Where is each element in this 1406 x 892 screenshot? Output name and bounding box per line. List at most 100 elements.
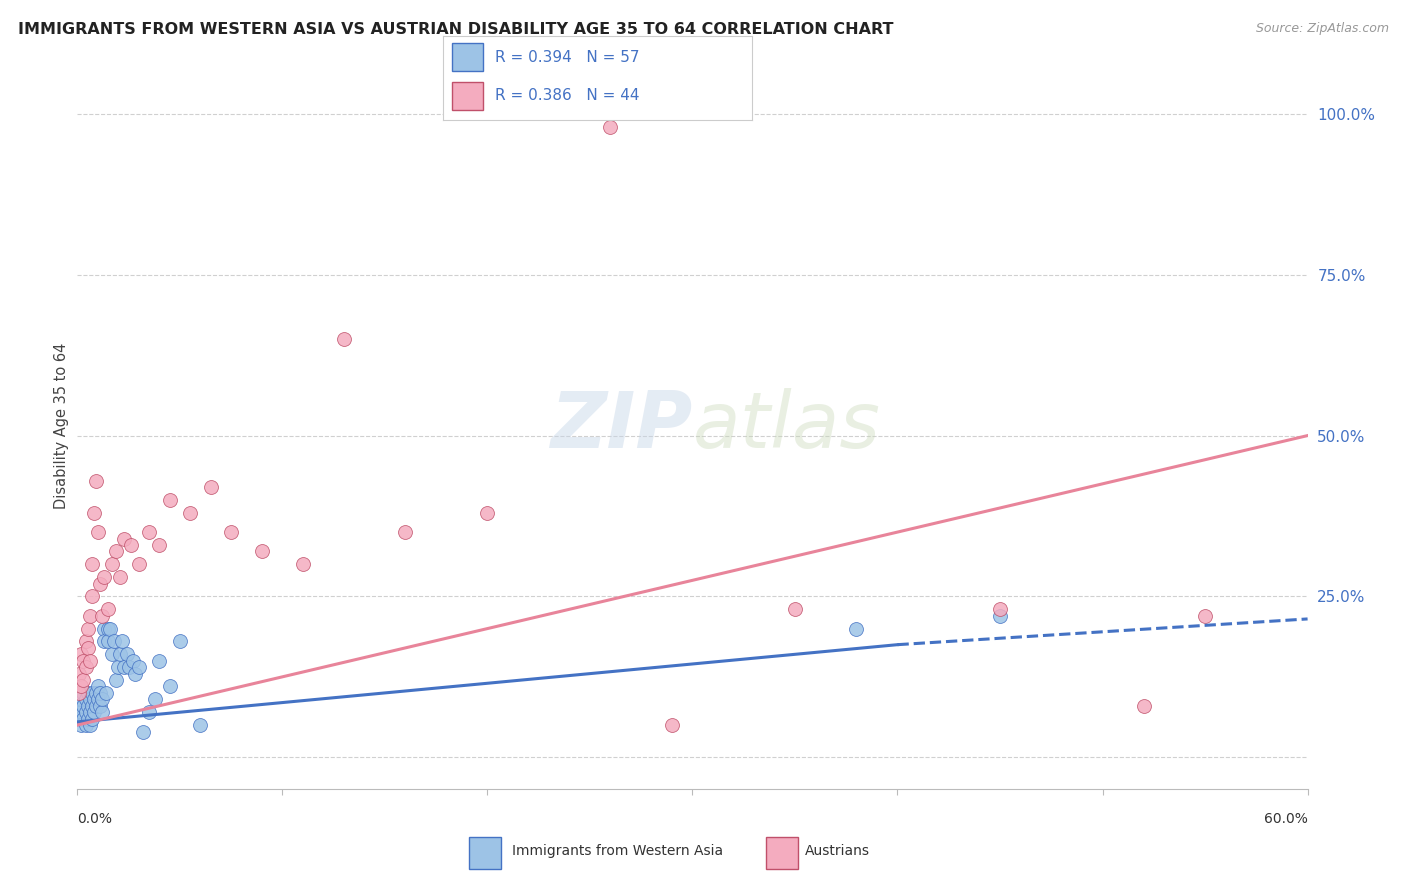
FancyBboxPatch shape — [766, 837, 799, 869]
Point — [94, 686, 117, 700]
Point — [105, 544, 128, 558]
Point — [79, 608, 101, 623]
Point — [90, 608, 114, 623]
Point — [80, 712, 103, 726]
Point — [93, 622, 115, 636]
Point — [477, 506, 499, 520]
Point — [72, 673, 94, 687]
Text: R = 0.394   N = 57: R = 0.394 N = 57 — [495, 50, 640, 65]
Point — [87, 680, 110, 694]
Point — [169, 634, 191, 648]
Point — [80, 590, 103, 604]
Point — [80, 558, 103, 572]
Point — [87, 525, 110, 540]
Point — [117, 660, 139, 674]
Point — [90, 692, 114, 706]
Point — [76, 640, 98, 655]
Point — [988, 608, 1011, 623]
Point — [394, 525, 416, 540]
Point — [83, 705, 105, 719]
Point — [115, 648, 138, 662]
Point — [67, 686, 90, 700]
Point — [143, 692, 166, 706]
Point — [97, 602, 120, 616]
Point — [101, 648, 124, 662]
Point — [75, 660, 97, 674]
Point — [75, 692, 97, 706]
Point — [70, 718, 93, 732]
Point — [179, 506, 201, 520]
Point — [90, 705, 114, 719]
Point — [70, 692, 93, 706]
Point — [138, 525, 160, 540]
Point — [132, 724, 155, 739]
Point — [159, 680, 181, 694]
Point — [1132, 698, 1154, 713]
Point — [67, 666, 90, 681]
Point — [114, 532, 136, 546]
Point — [75, 705, 97, 719]
Point — [79, 718, 101, 732]
Point — [67, 698, 90, 713]
Point — [80, 686, 103, 700]
Point — [107, 660, 129, 674]
Point — [76, 622, 98, 636]
Text: Immigrants from Western Asia: Immigrants from Western Asia — [512, 845, 723, 858]
Point — [84, 686, 107, 700]
Point — [83, 692, 105, 706]
Point — [98, 622, 121, 636]
Point — [76, 712, 98, 726]
Point — [110, 648, 132, 662]
Point — [219, 525, 242, 540]
Point — [159, 492, 181, 507]
Point — [89, 576, 111, 591]
Y-axis label: Disability Age 35 to 64: Disability Age 35 to 64 — [53, 343, 69, 509]
Text: R = 0.386   N = 44: R = 0.386 N = 44 — [495, 88, 640, 103]
Point — [79, 705, 101, 719]
Point — [72, 698, 94, 713]
Point — [97, 622, 120, 636]
Point — [87, 692, 110, 706]
Point — [75, 634, 97, 648]
Point — [1194, 608, 1216, 623]
Point — [105, 673, 128, 687]
Point — [124, 666, 146, 681]
Point — [67, 712, 90, 726]
Point — [80, 698, 103, 713]
Point — [70, 648, 93, 662]
Text: IMMIGRANTS FROM WESTERN ASIA VS AUSTRIAN DISABILITY AGE 35 TO 64 CORRELATION CHA: IMMIGRANTS FROM WESTERN ASIA VS AUSTRIAN… — [18, 22, 894, 37]
Point — [111, 634, 134, 648]
Point — [103, 634, 125, 648]
Point — [128, 660, 150, 674]
Point — [121, 654, 143, 668]
Point — [72, 686, 94, 700]
Point — [70, 705, 93, 719]
Point — [110, 570, 132, 584]
Point — [89, 698, 111, 713]
Point — [250, 544, 273, 558]
Point — [114, 660, 136, 674]
Point — [83, 506, 105, 520]
Point — [845, 622, 868, 636]
Point — [661, 718, 683, 732]
Point — [783, 602, 806, 616]
Point — [120, 538, 142, 552]
Text: Source: ZipAtlas.com: Source: ZipAtlas.com — [1256, 22, 1389, 36]
Point — [93, 570, 115, 584]
Text: atlas: atlas — [693, 388, 880, 464]
Point — [84, 474, 107, 488]
Point — [84, 698, 107, 713]
Point — [72, 654, 94, 668]
Point — [72, 712, 94, 726]
Point — [79, 692, 101, 706]
Point — [333, 332, 356, 346]
Point — [988, 602, 1011, 616]
FancyBboxPatch shape — [453, 44, 484, 71]
Point — [93, 634, 115, 648]
Text: Austrians: Austrians — [804, 845, 870, 858]
Text: 0.0%: 0.0% — [77, 812, 112, 826]
Point — [291, 558, 314, 572]
Point — [200, 480, 222, 494]
Point — [128, 558, 150, 572]
Point — [138, 705, 160, 719]
